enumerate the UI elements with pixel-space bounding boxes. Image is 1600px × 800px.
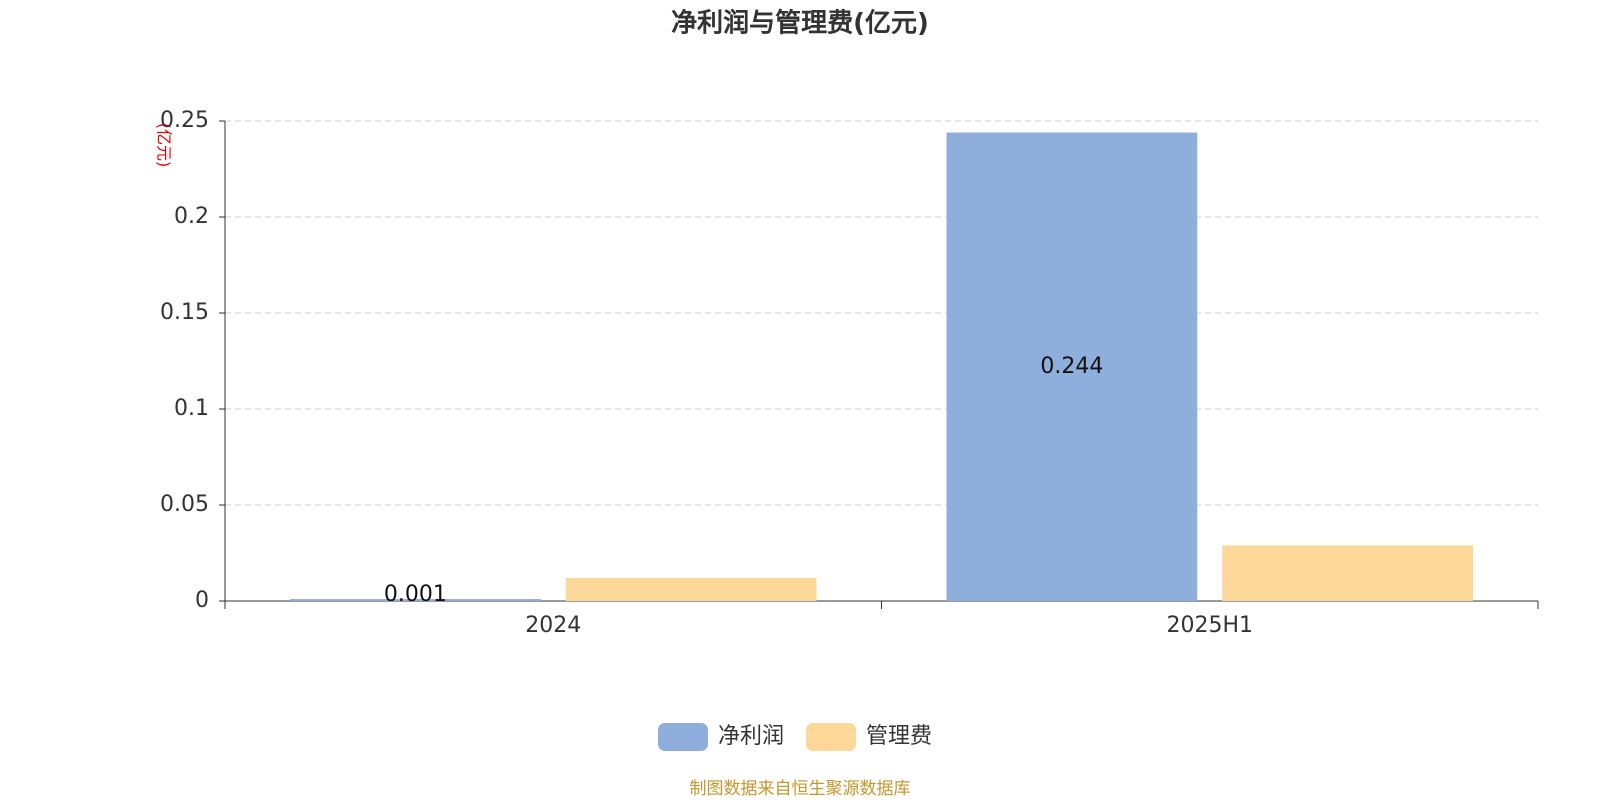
y-tick-label: 0.15 bbox=[160, 300, 209, 325]
value-label: 0.244 bbox=[1040, 354, 1103, 379]
legend-swatch bbox=[658, 723, 708, 751]
bar bbox=[565, 577, 817, 601]
chart-title: 净利润与管理费(亿元) bbox=[671, 8, 929, 39]
bar bbox=[1222, 545, 1473, 601]
bar bbox=[290, 599, 541, 601]
bar bbox=[946, 132, 1198, 601]
legend-label: 净利润 bbox=[718, 724, 784, 749]
y-tick-label: 0.1 bbox=[174, 396, 209, 421]
x-tick-label: 2025H1 bbox=[1166, 613, 1253, 638]
value-label: 0.001 bbox=[384, 582, 447, 607]
x-tick-label: 2024 bbox=[525, 613, 581, 638]
y-axis-label: (亿元) bbox=[155, 123, 174, 168]
y-tick-label: 0.05 bbox=[160, 492, 209, 517]
y-tick-label: 0.2 bbox=[174, 204, 209, 229]
y-tick-label: 0.25 bbox=[160, 108, 209, 133]
y-tick-label: 0 bbox=[195, 588, 209, 613]
legend-swatch bbox=[806, 723, 857, 751]
source-note: 制图数据来自恒生聚源数据库 bbox=[690, 779, 911, 799]
legend-label: 管理费 bbox=[866, 724, 932, 749]
